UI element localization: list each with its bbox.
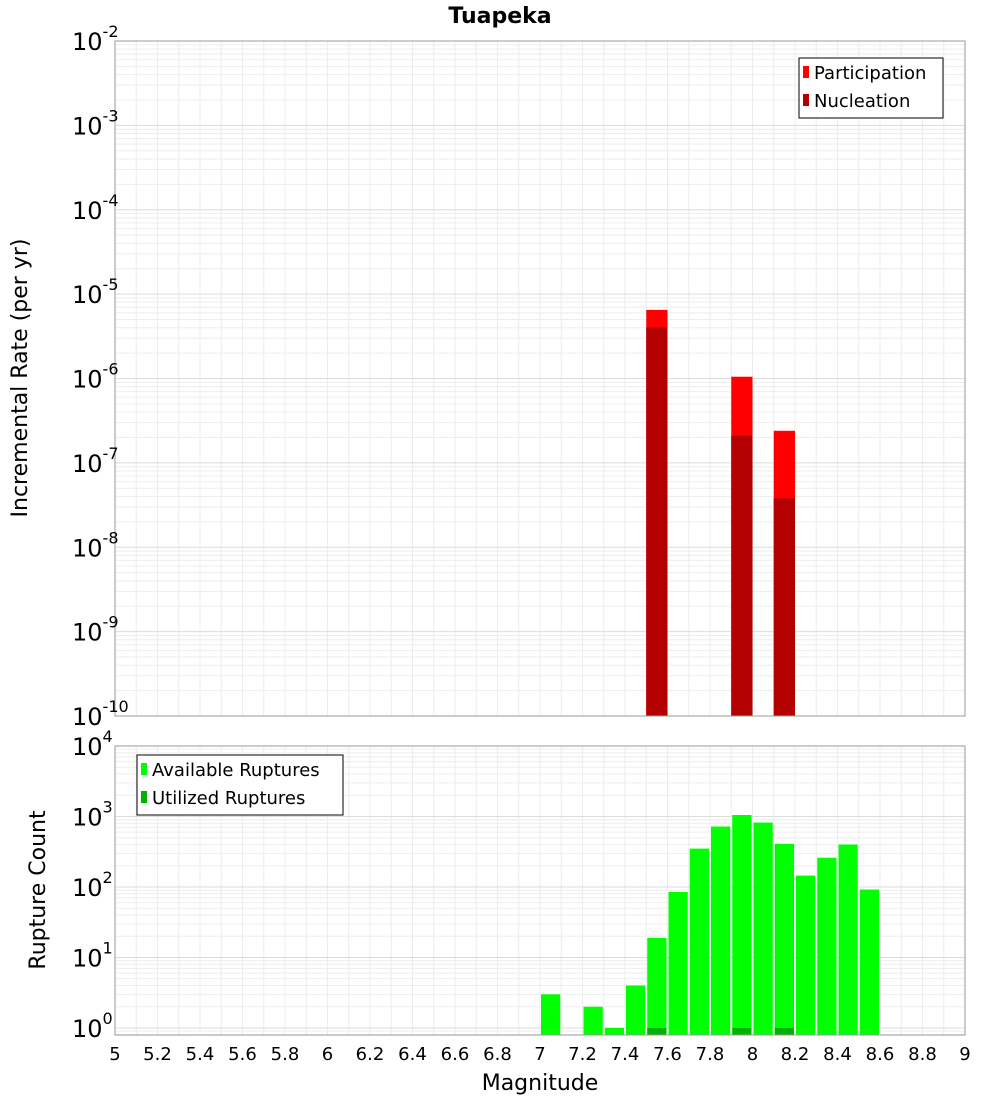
available-ruptures-bar <box>859 889 879 1035</box>
legend-box <box>136 754 344 816</box>
x-tick-label: 7.2 <box>568 1044 597 1065</box>
available-ruptures-bar <box>583 1006 603 1035</box>
legend-entry: Nucleation <box>814 91 910 112</box>
x-tick-label: 8 <box>747 1044 758 1065</box>
plot-frame <box>114 745 966 1036</box>
utilized-ruptures-bar <box>774 1027 794 1035</box>
legend-entry: Participation <box>814 63 926 84</box>
available-ruptures-bar <box>838 844 858 1035</box>
utilized-ruptures-bar <box>732 1027 752 1035</box>
x-tick-label: 9 <box>959 1044 970 1065</box>
available-ruptures-bar <box>604 1027 624 1035</box>
y-tick-label: 10-2 <box>72 22 119 56</box>
available-ruptures-bar <box>796 875 816 1035</box>
y-tick-label: 10-9 <box>72 613 119 647</box>
x-tick-label: 5.2 <box>143 1044 172 1065</box>
x-tick-label: 6.2 <box>356 1044 385 1065</box>
x-tick-label: 7.6 <box>653 1044 682 1065</box>
available-ruptures-bar <box>774 843 794 1035</box>
legend-box <box>798 57 944 119</box>
count-panel: 100 101 102 103 104 5 5.2 5.4 5.6 5.8 6 6.2 6.4 6.6 6.… <box>72 727 971 1065</box>
available-ruptures-bar <box>817 857 837 1035</box>
available-ruptures-bar <box>668 891 688 1035</box>
x-tick-label: 6 <box>322 1044 333 1065</box>
x-tick-label: 8.2 <box>781 1044 810 1065</box>
x-tick-label: 5.4 <box>186 1044 215 1065</box>
nucleation-bar <box>773 498 795 716</box>
rate-panel: 10-10 10-9 10-8 10-7 10-6 10-5 10-4 10-3 10-2 Par… <box>72 22 966 731</box>
available-ruptures-bar <box>626 985 646 1035</box>
y-tick-label: 10-5 <box>72 275 119 309</box>
x-tick-label: 5.8 <box>271 1044 300 1065</box>
utilized-ruptures-bar <box>647 1027 667 1035</box>
available-ruptures-bar <box>711 826 731 1035</box>
plot-frame <box>114 40 966 717</box>
y-tick-label: 100 <box>72 1009 113 1043</box>
y-tick-label: 10-6 <box>72 360 119 394</box>
legend-entry: Available Ruptures <box>152 760 320 781</box>
y-tick-label: 10-7 <box>72 444 119 478</box>
y-tick-label: 102 <box>72 868 113 902</box>
available-ruptures-bar <box>541 994 561 1035</box>
legend-entry: Utilized Ruptures <box>152 788 305 809</box>
legend-swatch <box>141 791 147 803</box>
available-ruptures-bar <box>753 822 773 1035</box>
legend-swatch <box>141 763 147 775</box>
y-tick-label: 101 <box>72 938 113 972</box>
chart-title: Tuapeka <box>448 4 551 29</box>
x-tick-label: 6.6 <box>441 1044 470 1065</box>
x-tick-label: 8.8 <box>908 1044 937 1065</box>
top-y-axis-label: Incremental Rate (per yr) <box>8 239 33 518</box>
x-tick-label: 5 <box>109 1044 120 1065</box>
legend-swatch <box>803 66 809 78</box>
y-tick-label: 10-3 <box>72 106 119 140</box>
available-ruptures-bar <box>689 848 709 1035</box>
x-tick-label: 5.6 <box>228 1044 257 1065</box>
x-tick-label: 7.4 <box>611 1044 640 1065</box>
x-tick-label: 8.6 <box>866 1044 895 1065</box>
y-tick-label: 104 <box>72 727 113 761</box>
x-tick-label: 7 <box>534 1044 545 1065</box>
available-ruptures-bar <box>732 814 752 1035</box>
y-tick-label: 10-10 <box>72 697 129 731</box>
x-tick-label: 7.8 <box>696 1044 725 1065</box>
y-tick-label: 10-8 <box>72 528 119 562</box>
available-ruptures-bar <box>647 937 667 1035</box>
y-tick-label: 10-4 <box>72 191 119 225</box>
y-tick-label: 103 <box>72 797 113 831</box>
bottom-y-axis-label: Rupture Count <box>26 810 51 970</box>
x-axis-label: Magnitude <box>482 1071 599 1096</box>
nucleation-bar <box>646 327 668 716</box>
x-tick-label: 6.4 <box>398 1044 427 1065</box>
legend-swatch <box>803 94 809 106</box>
nucleation-bar <box>731 435 753 716</box>
x-tick-label: 6.8 <box>483 1044 512 1065</box>
x-tick-label: 8.4 <box>823 1044 852 1065</box>
